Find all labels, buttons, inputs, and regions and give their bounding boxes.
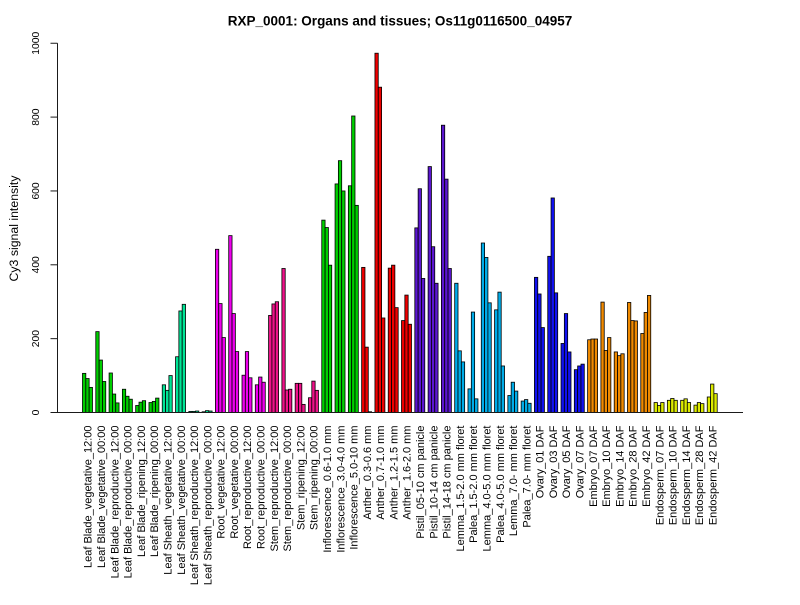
svg-text:Embryo_14 DAF: Embryo_14 DAF xyxy=(614,425,626,507)
svg-text:600: 600 xyxy=(31,182,42,199)
svg-text:Ovary_01 DAF: Ovary_01 DAF xyxy=(535,425,547,498)
svg-text:Stem_ripening_00:00: Stem_ripening_00:00 xyxy=(309,426,321,531)
svg-text:Anther_0.3-0.6 mm: Anther_0.3-0.6 mm xyxy=(362,426,374,520)
svg-text:800: 800 xyxy=(31,108,42,125)
svg-text:0: 0 xyxy=(31,409,42,415)
svg-text:Leaf Blade_ripening_12:00: Leaf Blade_ripening_12:00 xyxy=(136,426,148,558)
svg-text:Endosperm_28 DAF: Endosperm_28 DAF xyxy=(694,425,706,525)
svg-text:Leaf Blade_vegetative_12:00: Leaf Blade_vegetative_12:00 xyxy=(83,426,95,569)
svg-text:Endosperm_42 DAF: Endosperm_42 DAF xyxy=(707,425,719,525)
svg-text:Pistil_14-18 cm panicle: Pistil_14-18 cm panicle xyxy=(442,425,454,538)
svg-text:Inflorescence_5.0-10 mm: Inflorescence_5.0-10 mm xyxy=(349,426,361,550)
svg-text:Stem_reproductive_00:00: Stem_reproductive_00:00 xyxy=(282,426,294,552)
svg-text:Palea_4.0-5.0 mm floret: Palea_4.0-5.0 mm floret xyxy=(495,426,507,543)
svg-text:1000: 1000 xyxy=(31,32,42,55)
svg-text:Leaf Blade_vegetative_00:00: Leaf Blade_vegetative_00:00 xyxy=(96,426,108,569)
svg-text:Embryo_28 DAF: Embryo_28 DAF xyxy=(628,425,640,507)
svg-text:Embryo_07 DAF: Embryo_07 DAF xyxy=(588,425,600,507)
svg-text:Palea_7.0- mm floret: Palea_7.0- mm floret xyxy=(521,426,533,528)
svg-text:Ovary_03 DAF: Ovary_03 DAF xyxy=(548,425,560,498)
svg-text:Leaf Sheath_vegetative_12:00: Leaf Sheath_vegetative_12:00 xyxy=(162,426,174,575)
svg-text:Endosperm_07 DAF: Endosperm_07 DAF xyxy=(654,425,666,525)
svg-text:Stem_ripening_12:00: Stem_ripening_12:00 xyxy=(295,426,307,531)
svg-text:Leaf Blade_reproductive_12:00: Leaf Blade_reproductive_12:00 xyxy=(109,426,121,579)
svg-text:Endosperm_10 DAF: Endosperm_10 DAF xyxy=(668,425,680,525)
svg-text:Anther_1.2-1.5 mm: Anther_1.2-1.5 mm xyxy=(388,426,400,520)
svg-text:Leaf Sheath_reproductive_12:00: Leaf Sheath_reproductive_12:00 xyxy=(189,426,201,586)
svg-text:Leaf Blade_ripening_00:00: Leaf Blade_ripening_00:00 xyxy=(149,426,161,558)
svg-text:Lemma_4.0-5.0 mm floret: Lemma_4.0-5.0 mm floret xyxy=(481,425,493,551)
svg-text:Pistil_10-14 cm panicle: Pistil_10-14 cm panicle xyxy=(428,426,440,539)
svg-text:Ovary_05 DAF: Ovary_05 DAF xyxy=(561,425,573,498)
svg-text:Inflorescence_3.0-4.0 mm: Inflorescence_3.0-4.0 mm xyxy=(335,426,347,553)
svg-text:Embryo_42 DAF: Embryo_42 DAF xyxy=(641,425,653,507)
svg-text:Leaf Sheath_vegetative_00:00: Leaf Sheath_vegetative_00:00 xyxy=(176,426,188,575)
svg-text:Root_reproductive_12:00: Root_reproductive_12:00 xyxy=(242,426,254,550)
svg-text:Pistil_05-10 cm panicle: Pistil_05-10 cm panicle xyxy=(415,426,427,539)
svg-text:Anther_0.7-1.0 mm: Anther_0.7-1.0 mm xyxy=(375,426,387,520)
svg-text:Root_vegetative_00:00: Root_vegetative_00:00 xyxy=(229,426,241,539)
svg-text:Palea_1.5-2.0 mm floret: Palea_1.5-2.0 mm floret xyxy=(468,426,480,543)
svg-text:Lemma_7.0- mm floret: Lemma_7.0- mm floret xyxy=(508,426,520,537)
svg-text:Ovary_07 DAF: Ovary_07 DAF xyxy=(575,425,587,498)
svg-text:Endosperm_14 DAF: Endosperm_14 DAF xyxy=(681,425,693,525)
svg-text:200: 200 xyxy=(31,330,42,347)
svg-text:Stem_reproductive_12:00: Stem_reproductive_12:00 xyxy=(269,426,281,552)
svg-text:Leaf Sheath_reproductive_00:00: Leaf Sheath_reproductive_00:00 xyxy=(202,426,214,586)
svg-text:400: 400 xyxy=(31,256,42,273)
svg-text:RXP_0001: Organs and tissues;: RXP_0001: Organs and tissues; Os11g01165… xyxy=(228,13,572,28)
svg-text:Root_vegetative_12:00: Root_vegetative_12:00 xyxy=(216,426,228,539)
svg-text:Inflorescence_0.6-1.0 mm: Inflorescence_0.6-1.0 mm xyxy=(322,426,334,553)
svg-text:Embryo_10 DAF: Embryo_10 DAF xyxy=(601,425,613,507)
svg-text:Anther_1.6-2.0 mm: Anther_1.6-2.0 mm xyxy=(402,426,414,520)
svg-text:Lemma_1.5-2.0 mm floret: Lemma_1.5-2.0 mm floret xyxy=(455,426,467,552)
svg-text:Cy3 signal intensity: Cy3 signal intensity xyxy=(7,175,21,282)
svg-text:Root_reproductive_00:00: Root_reproductive_00:00 xyxy=(256,426,268,550)
svg-text:Leaf Blade_reproductive_00:00: Leaf Blade_reproductive_00:00 xyxy=(123,426,135,579)
